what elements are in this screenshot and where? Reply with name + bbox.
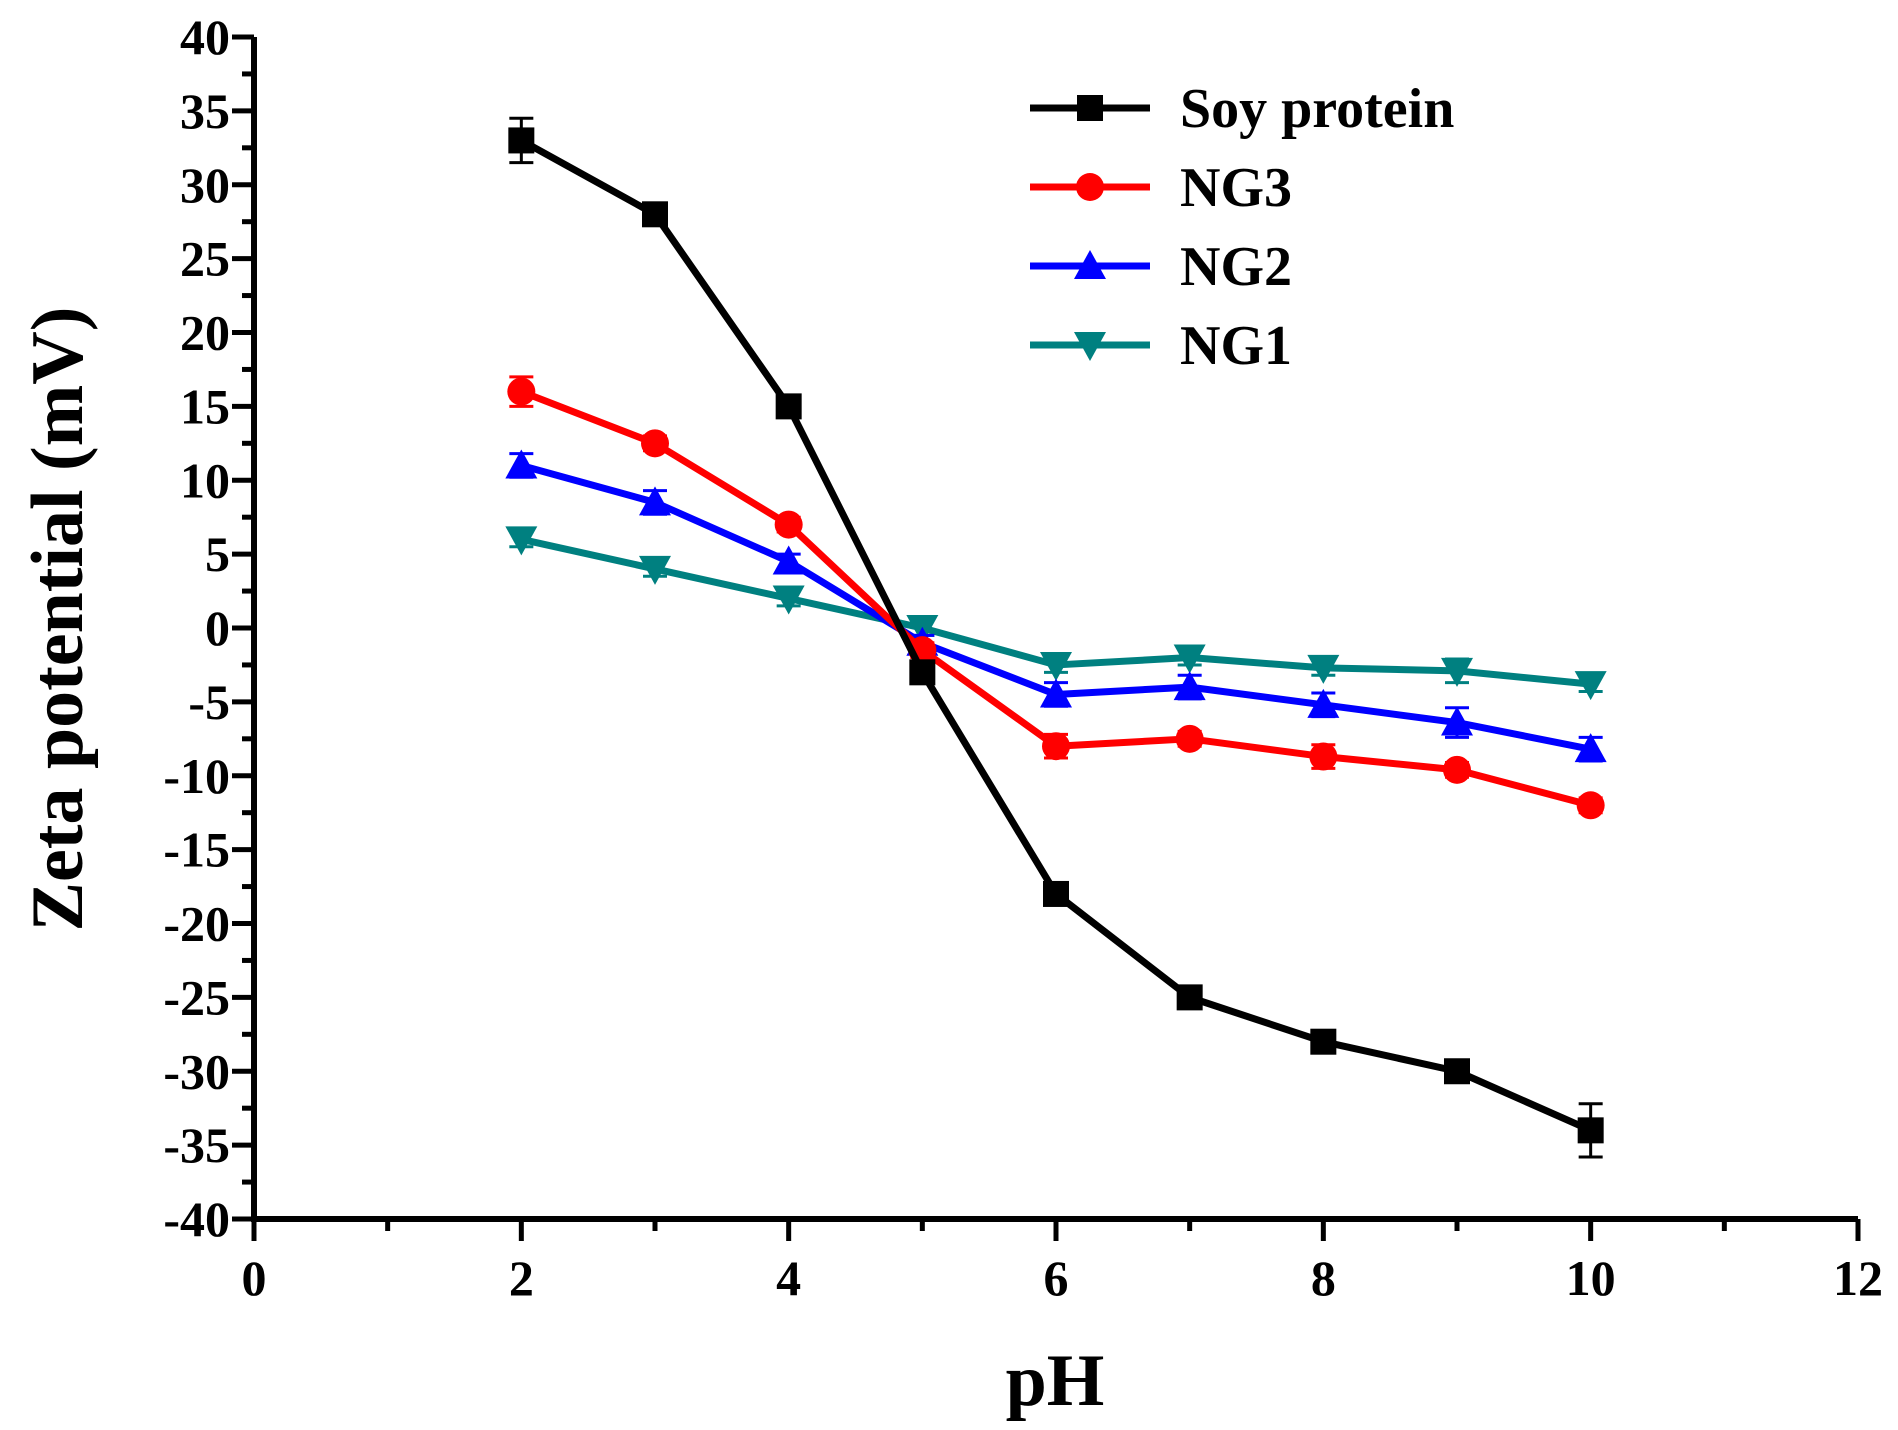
series-soy-protein <box>508 116 1604 1159</box>
x-axis-title: pH <box>1006 1340 1105 1422</box>
series-ng3 <box>507 375 1605 820</box>
legend-item-ng3: NG3 <box>1030 157 1292 219</box>
data-point-soy-protein <box>1176 984 1203 1011</box>
y-tick-label: 5 <box>205 526 230 582</box>
x-tick-label: 2 <box>509 1250 534 1306</box>
data-point-ng3 <box>774 510 803 539</box>
y-tick-label: 40 <box>180 9 230 65</box>
series-ng1 <box>505 526 1607 701</box>
x-tick-label: 4 <box>776 1250 801 1306</box>
data-point-ng1 <box>1173 644 1206 674</box>
legend-marker <box>1076 173 1104 201</box>
data-point-ng2 <box>505 449 538 479</box>
data-point-ng3 <box>1175 724 1204 753</box>
y-tick-label: -30 <box>163 1043 230 1099</box>
legend-item-ng2: NG2 <box>1030 236 1292 298</box>
data-point-ng1 <box>639 555 671 585</box>
series-line-soy-protein <box>519 137 1593 1134</box>
data-point-ng1 <box>772 585 805 615</box>
data-point-ng3 <box>1042 732 1070 761</box>
y-tick-label: -15 <box>163 822 230 878</box>
x-tick-label: 6 <box>1044 1250 1069 1306</box>
y-tick-label: -35 <box>163 1117 230 1173</box>
y-tick-label: -5 <box>188 674 230 730</box>
data-point-soy-protein <box>1577 1117 1604 1144</box>
y-tick-label: -10 <box>163 748 230 804</box>
legend-label: NG1 <box>1180 315 1292 377</box>
x-tick-label: 8 <box>1311 1250 1336 1306</box>
x-tick-label: 0 <box>242 1250 267 1306</box>
legend-marker <box>1077 95 1103 121</box>
data-point-ng3 <box>1443 755 1471 784</box>
legend-marker <box>1074 250 1106 279</box>
y-tick-label: 10 <box>180 452 230 508</box>
x-tick-label: 12 <box>1833 1250 1883 1306</box>
y-tick-label: 20 <box>180 305 230 361</box>
data-point-ng3 <box>641 429 669 458</box>
data-point-ng2 <box>1574 733 1607 763</box>
data-point-ng2 <box>1441 706 1473 736</box>
data-point-soy-protein <box>1310 1028 1337 1055</box>
legend-label: Soy protein <box>1180 78 1454 140</box>
data-point-ng2 <box>639 486 671 516</box>
data-point-ng2 <box>1040 678 1072 708</box>
data-point-ng2 <box>772 545 805 575</box>
data-point-ng3 <box>1309 742 1338 771</box>
data-point-ng1 <box>1040 651 1072 681</box>
legend-label: NG3 <box>1180 157 1292 219</box>
y-axis-title: Zeta potential (mV) <box>17 307 99 932</box>
data-point-soy-protein <box>775 393 802 420</box>
data-point-soy-protein <box>1043 880 1069 907</box>
data-point-soy-protein <box>1444 1058 1470 1085</box>
legend-item-soy-protein: Soy protein <box>1030 78 1454 140</box>
data-point-ng2 <box>1307 688 1340 718</box>
data-point-ng1 <box>1574 671 1607 701</box>
axes: -40 -35 -30 -25 -20 -15 -10 -5 0 5 10 15 20 25 30 35 40 0… <box>163 9 1883 1306</box>
legend-item-ng1: NG1 <box>1030 315 1292 377</box>
y-tick-label: -25 <box>163 969 230 1025</box>
y-tick-label: 25 <box>180 231 230 287</box>
data-point-soy-protein <box>508 127 535 154</box>
y-tick-label: 35 <box>180 83 230 139</box>
data-point-soy-protein <box>642 201 668 228</box>
data-point-ng3 <box>1576 791 1605 820</box>
data-point-ng3 <box>507 377 536 406</box>
data-point-ng1 <box>505 526 538 556</box>
y-tick-label: 15 <box>180 378 230 434</box>
series-layer <box>505 116 1607 1159</box>
data-point-ng1 <box>1441 657 1473 687</box>
data-point-soy-protein <box>909 659 936 686</box>
y-tick-label: 0 <box>205 600 230 656</box>
y-tick-label: 30 <box>180 157 230 213</box>
series-ng2 <box>505 449 1607 763</box>
legend: Soy protein NG3 NG2 NG1 <box>1030 78 1454 377</box>
x-tick-label: 10 <box>1566 1250 1616 1306</box>
legend-marker <box>1074 332 1106 361</box>
data-point-ng1 <box>1307 654 1340 684</box>
y-tick-label: -20 <box>163 896 230 952</box>
y-tick-label: -40 <box>163 1191 230 1247</box>
data-point-ng2 <box>1173 671 1206 701</box>
legend-label: NG2 <box>1180 236 1292 298</box>
